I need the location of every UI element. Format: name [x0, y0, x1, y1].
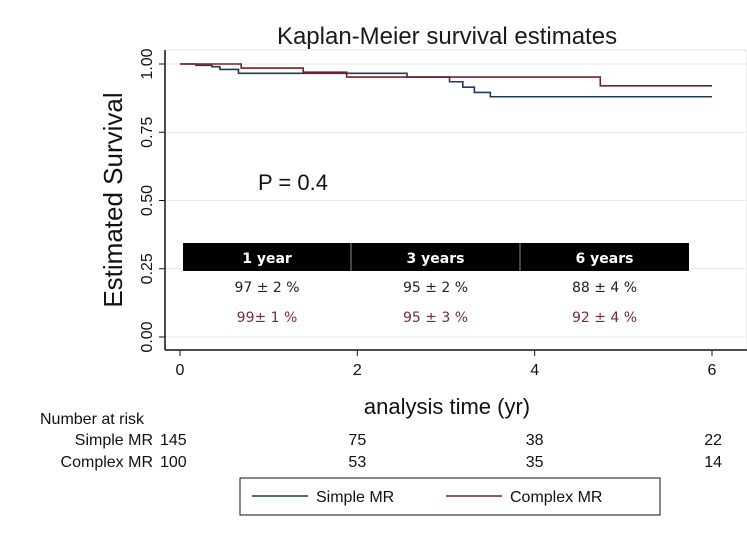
y-tick-label: 0.50	[139, 185, 156, 216]
table-cell: 97 ± 2 %	[234, 280, 299, 296]
legend: Simple MR Complex MR	[239, 477, 661, 516]
x-axis-label: analysis time (yr)	[364, 394, 530, 419]
table-cell: 95 ± 2 %	[403, 280, 468, 296]
y-tick-label: 0.00	[139, 321, 156, 352]
y-axis-label: Estimated Survival	[98, 92, 128, 307]
survival-curves	[180, 63, 712, 98]
risk-count: 22	[704, 432, 722, 449]
p-value-annotation: P = 0.4	[258, 170, 328, 195]
risk-count: 145	[160, 432, 187, 449]
table-cell: 92 ± 4 %	[572, 310, 637, 326]
chart-title: Kaplan-Meier survival estimates	[277, 23, 617, 50]
risk-table-title: Number at risk	[40, 411, 145, 428]
table-cell: 95 ± 3 %	[403, 310, 468, 326]
table-cell: 99± 1 %	[237, 310, 298, 326]
x-tick-label: 6	[708, 362, 717, 379]
estimates-table: 1 year 3 years 6 years 97 ± 2 % 95 ± 2 % 88 ±…	[183, 243, 689, 326]
risk-count: 100	[160, 454, 187, 471]
risk-count: 53	[348, 454, 366, 471]
risk-count: 38	[526, 432, 544, 449]
x-tick-label: 4	[530, 362, 539, 379]
axes: 0.00 0.25 0.50 0.75 1.00 0 2 4 6	[139, 48, 747, 379]
table-header-cell: 3 years	[407, 251, 465, 267]
survival-curve-simple-mr	[180, 63, 712, 98]
table-header-cell: 6 years	[576, 251, 634, 267]
y-tick-label: 1.00	[139, 48, 156, 79]
survival-curve-complex-mr	[180, 63, 712, 87]
legend-label: Simple MR	[316, 489, 394, 506]
x-tick-label: 0	[176, 362, 185, 379]
estimates-table-header	[183, 243, 689, 271]
risk-table: Number at risk Simple MR 145 75 38 22 Complex …	[40, 411, 722, 471]
risk-count: 14	[704, 454, 722, 471]
y-tick-label: 0.75	[139, 117, 156, 148]
table-header-cell: 1 year	[242, 251, 292, 267]
risk-count: 75	[348, 432, 366, 449]
y-tick-label: 0.25	[139, 253, 156, 284]
legend-label: Complex MR	[510, 489, 602, 506]
risk-row-label: Simple MR	[75, 432, 153, 449]
table-cell: 88 ± 4 %	[572, 280, 637, 296]
risk-count: 35	[526, 454, 544, 471]
x-tick-label: 2	[353, 362, 362, 379]
risk-row-label: Complex MR	[61, 454, 153, 471]
